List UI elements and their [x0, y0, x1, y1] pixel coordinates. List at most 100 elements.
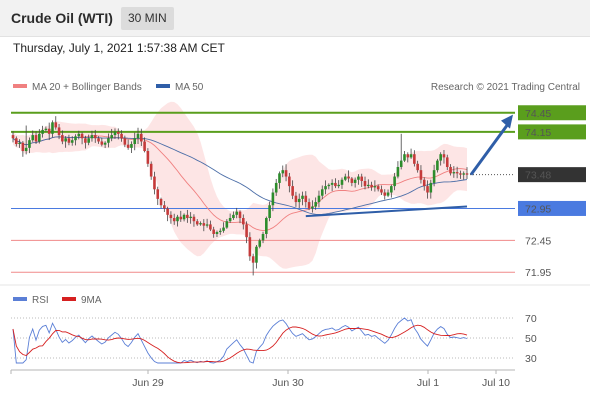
candle-body — [311, 206, 314, 209]
candle-body — [416, 163, 419, 171]
candle-body — [343, 176, 347, 180]
timestamp: Thursday, July 1, 2021 1:57:38 AM CET — [13, 41, 225, 55]
candle-body — [225, 221, 229, 228]
candle-body — [218, 230, 222, 233]
candle-body — [11, 135, 15, 139]
interval-button[interactable]: 30 MIN — [121, 7, 174, 30]
candle-body — [24, 147, 28, 152]
candle-body — [51, 122, 54, 134]
candle-body — [393, 176, 396, 187]
candle-body — [294, 195, 298, 203]
candle-body — [199, 223, 202, 225]
candle-body — [97, 138, 100, 142]
chart-header: Crude Oil (WTI) 30 MIN — [0, 0, 590, 37]
candle-body — [445, 157, 449, 167]
candle-body — [409, 154, 413, 158]
candle-body — [166, 208, 169, 215]
level-tag-72-95 — [518, 200, 586, 216]
candle-body — [228, 218, 232, 222]
ma50-legend-label: MA 50 — [175, 82, 204, 93]
candle-body — [110, 135, 113, 139]
candle-body — [182, 214, 186, 220]
candle-body — [21, 142, 25, 152]
candle-body — [442, 154, 446, 158]
rsi-ma-line — [12, 324, 468, 364]
candle-body — [426, 186, 429, 193]
candle-body — [413, 154, 416, 164]
projection-arrow-head — [501, 114, 513, 129]
candle-body — [31, 135, 35, 141]
bollinger-band — [13, 101, 467, 269]
candle-body — [347, 176, 350, 179]
rsi-ma-legend-label: 9MA — [81, 295, 102, 306]
x-tick-label: Jun 30 — [272, 377, 304, 389]
candle-body — [202, 223, 206, 226]
candle-body — [284, 170, 288, 177]
candle-body — [235, 211, 239, 215]
bollinger-legend-label: MA 20 + Bollinger Bands — [32, 82, 142, 93]
candle-body — [126, 144, 130, 148]
bollinger-legend-swatch — [13, 84, 27, 88]
candle-body — [41, 129, 44, 134]
candle-body — [258, 240, 262, 247]
support-trendline — [305, 205, 468, 218]
candle-body — [429, 182, 433, 193]
candle-body — [103, 142, 107, 145]
candle-body — [462, 173, 466, 175]
candle-body — [268, 205, 271, 219]
candle-body — [403, 154, 406, 161]
candle-body — [57, 127, 61, 136]
candle-body — [367, 184, 370, 187]
rsi-legend-label: RSI — [32, 295, 49, 306]
candle-body — [189, 216, 192, 219]
candle-body — [370, 184, 373, 188]
candle-body — [90, 135, 94, 139]
rsi-tick-label-50: 50 — [525, 333, 537, 345]
candle-body — [123, 138, 127, 145]
candle-body — [186, 214, 189, 219]
candle-body — [248, 237, 252, 257]
projection-arrow — [469, 121, 511, 176]
candle-body — [439, 154, 442, 161]
candle-body — [215, 232, 219, 234]
candle-body — [291, 186, 294, 196]
candle-body — [74, 136, 77, 141]
candle-body — [301, 195, 304, 199]
candle-body — [140, 133, 143, 142]
candle-body — [14, 138, 18, 145]
level-label-74-15: 74.15 — [525, 127, 551, 139]
candle-body — [176, 216, 179, 222]
candle-body — [304, 195, 308, 203]
candle-body — [34, 135, 38, 142]
candle-body — [222, 227, 225, 231]
candle-body — [64, 138, 67, 142]
ma50-legend-swatch — [156, 84, 170, 88]
candle-body — [159, 198, 163, 206]
candle-body — [353, 179, 357, 183]
candle-body — [232, 214, 235, 219]
candle-body — [179, 216, 183, 220]
candle-body — [360, 176, 364, 182]
candle-body — [120, 133, 123, 139]
candle-body — [465, 173, 469, 175]
candle-body — [38, 133, 41, 142]
level-label-71-95: 71.95 — [525, 267, 551, 279]
rsi-tick-label-70: 70 — [525, 313, 537, 325]
x-tick-label: Jun 29 — [132, 377, 164, 389]
level-label-72-95: 72.95 — [525, 203, 551, 215]
candle-body — [452, 172, 456, 174]
candle-body — [146, 151, 150, 164]
candle-body — [399, 160, 403, 167]
candle-body — [337, 184, 340, 187]
candle-body — [251, 256, 255, 263]
rsi-tick-label-30: 30 — [525, 353, 537, 365]
candle-body — [406, 154, 410, 158]
candle-body — [357, 176, 360, 180]
candle-body — [156, 189, 160, 199]
candle-body — [386, 192, 390, 196]
candle-body — [261, 233, 265, 241]
candle-body — [373, 186, 377, 188]
candle-body — [307, 202, 311, 209]
level-tag-74-15 — [518, 124, 586, 140]
candle-body — [265, 218, 268, 234]
